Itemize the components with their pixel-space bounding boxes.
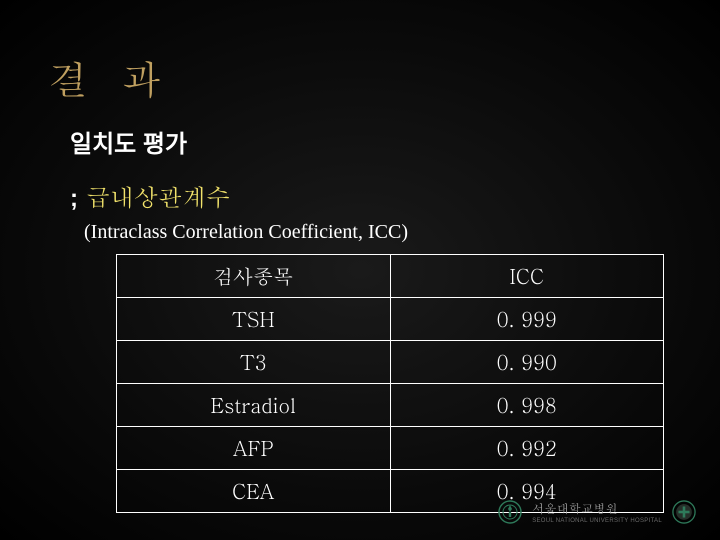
brand-block: 서울대학교병원 SEOUL NATIONAL UNIVERSITY HOSPIT… bbox=[498, 500, 696, 524]
table-cell: 0. 998 bbox=[390, 384, 664, 427]
hospital-seal-icon bbox=[672, 500, 696, 524]
icc-table: 검사종목 ICC TSH 0. 999 T3 0. 990 Estradiol … bbox=[116, 254, 664, 513]
brand-subname: SEOUL NATIONAL UNIVERSITY HOSPITAL bbox=[532, 518, 662, 524]
university-seal-icon bbox=[498, 500, 522, 524]
table-cell: 0. 990 bbox=[390, 341, 664, 384]
table-header-cell: 검사종목 bbox=[117, 255, 391, 298]
table-header-cell: ICC bbox=[390, 255, 664, 298]
table-row: Estradiol 0. 998 bbox=[117, 384, 664, 427]
brand-text: 서울대학교병원 SEOUL NATIONAL UNIVERSITY HOSPIT… bbox=[532, 500, 662, 524]
table-cell: CEA bbox=[117, 470, 391, 513]
table-cell: 0. 999 bbox=[390, 298, 664, 341]
slide-title: 결 과 bbox=[48, 50, 672, 106]
table-cell: 0. 992 bbox=[390, 427, 664, 470]
table-cell: TSH bbox=[117, 298, 391, 341]
term-line: ; 급내상관계수 bbox=[70, 179, 672, 213]
slide-container: 결 과 일치도 평가 ; 급내상관계수 (Intraclass Correlat… bbox=[0, 0, 720, 540]
slide-subtitle: 일치도 평가 bbox=[70, 124, 672, 159]
table-cell: Estradiol bbox=[117, 384, 391, 427]
korean-term: 급내상관계수 bbox=[86, 179, 230, 213]
table-row: T3 0. 990 bbox=[117, 341, 664, 384]
semicolon: ; bbox=[70, 185, 78, 213]
brand-name: 서울대학교병원 bbox=[532, 500, 662, 517]
table-cell: AFP bbox=[117, 427, 391, 470]
table-row: AFP 0. 992 bbox=[117, 427, 664, 470]
table-row: TSH 0. 999 bbox=[117, 298, 664, 341]
icc-table-wrap: 검사종목 ICC TSH 0. 999 T3 0. 990 Estradiol … bbox=[116, 254, 664, 513]
english-term: (Intraclass Correlation Coefficient, ICC… bbox=[84, 221, 672, 244]
table-cell: T3 bbox=[117, 341, 391, 384]
table-header-row: 검사종목 ICC bbox=[117, 255, 664, 298]
table-body: TSH 0. 999 T3 0. 990 Estradiol 0. 998 AF… bbox=[117, 298, 664, 513]
